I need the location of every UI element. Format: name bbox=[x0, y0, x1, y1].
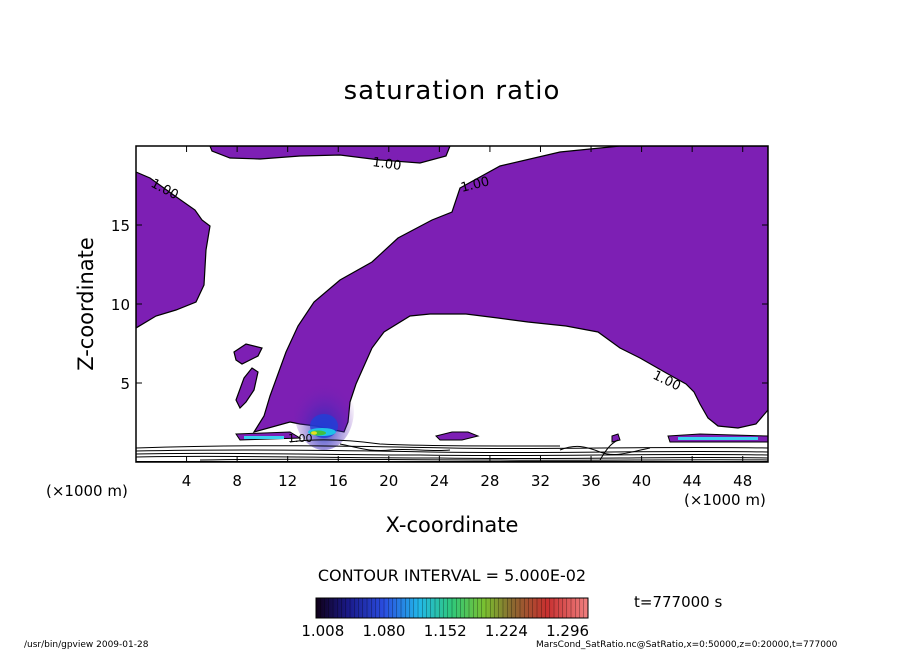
colorbar-label: 1.296 bbox=[546, 622, 589, 640]
region-top-band bbox=[209, 146, 451, 164]
y-tick-label: 15 bbox=[111, 217, 130, 235]
cyan-streak-left bbox=[244, 436, 284, 439]
colorbar-label: 1.224 bbox=[485, 622, 528, 640]
x-tick-label: 4 bbox=[182, 472, 192, 490]
colorbar-label: 1.080 bbox=[363, 622, 406, 640]
contour-interval: CONTOUR INTERVAL = 5.000E-02 bbox=[317, 566, 587, 585]
footer-left: /usr/bin/gpview 2009-01-28 bbox=[24, 640, 149, 650]
region-blob-upper bbox=[233, 343, 263, 365]
y-axis-label: Z-coordinate bbox=[74, 237, 98, 371]
surface-contours bbox=[136, 439, 768, 461]
x-unit-right: (×1000 m) bbox=[684, 491, 766, 509]
x-tick-label: 8 bbox=[232, 472, 242, 490]
contour-label-5: 1.00 bbox=[288, 432, 313, 445]
region-low-blob-mid bbox=[435, 431, 480, 441]
footer-right: MarsCond_SatRatio.nc@SatRatio,x=0:50000,… bbox=[536, 640, 838, 650]
y-axis: 5 10 15 bbox=[111, 217, 768, 393]
region-main-arch bbox=[252, 146, 768, 433]
colorbar-label: 1.008 bbox=[301, 622, 344, 640]
contour-label-1: 1.00 bbox=[371, 155, 402, 174]
x-tick-label: 40 bbox=[632, 472, 651, 490]
y-tick-label: 5 bbox=[120, 375, 130, 393]
x-tick-label: 32 bbox=[531, 472, 550, 490]
region-upper-left bbox=[136, 171, 211, 329]
core-halo bbox=[294, 370, 354, 450]
x-tick-label: 28 bbox=[480, 472, 499, 490]
x-tick-label: 20 bbox=[379, 472, 398, 490]
x-tick-label: 44 bbox=[683, 472, 702, 490]
core-yellow bbox=[311, 431, 317, 435]
chart-title: saturation ratio bbox=[343, 76, 561, 106]
x-axis: 4 8 12 16 20 24 28 32 36 40 44 48 bbox=[182, 146, 752, 490]
cyan-streak-right bbox=[678, 437, 758, 440]
x-axis-label: X-coordinate bbox=[385, 513, 519, 537]
colorbar-labels: 1.008 1.080 1.152 1.224 1.296 bbox=[301, 622, 589, 640]
x-tick-label: 16 bbox=[329, 472, 348, 490]
x-tick-label: 24 bbox=[430, 472, 449, 490]
region-blob-lower bbox=[235, 367, 259, 410]
time-label: t=777000 s bbox=[634, 593, 723, 611]
x-tick-label: 12 bbox=[278, 472, 297, 490]
contour-label-3: 1.00 bbox=[459, 174, 491, 196]
colorbar-divisions bbox=[320, 598, 584, 618]
x-tick-label: 48 bbox=[733, 472, 752, 490]
y-tick-label: 10 bbox=[111, 296, 130, 314]
colorbar-label: 1.152 bbox=[424, 622, 467, 640]
x-tick-label: 36 bbox=[581, 472, 600, 490]
x-unit-left: (×1000 m) bbox=[46, 482, 128, 500]
